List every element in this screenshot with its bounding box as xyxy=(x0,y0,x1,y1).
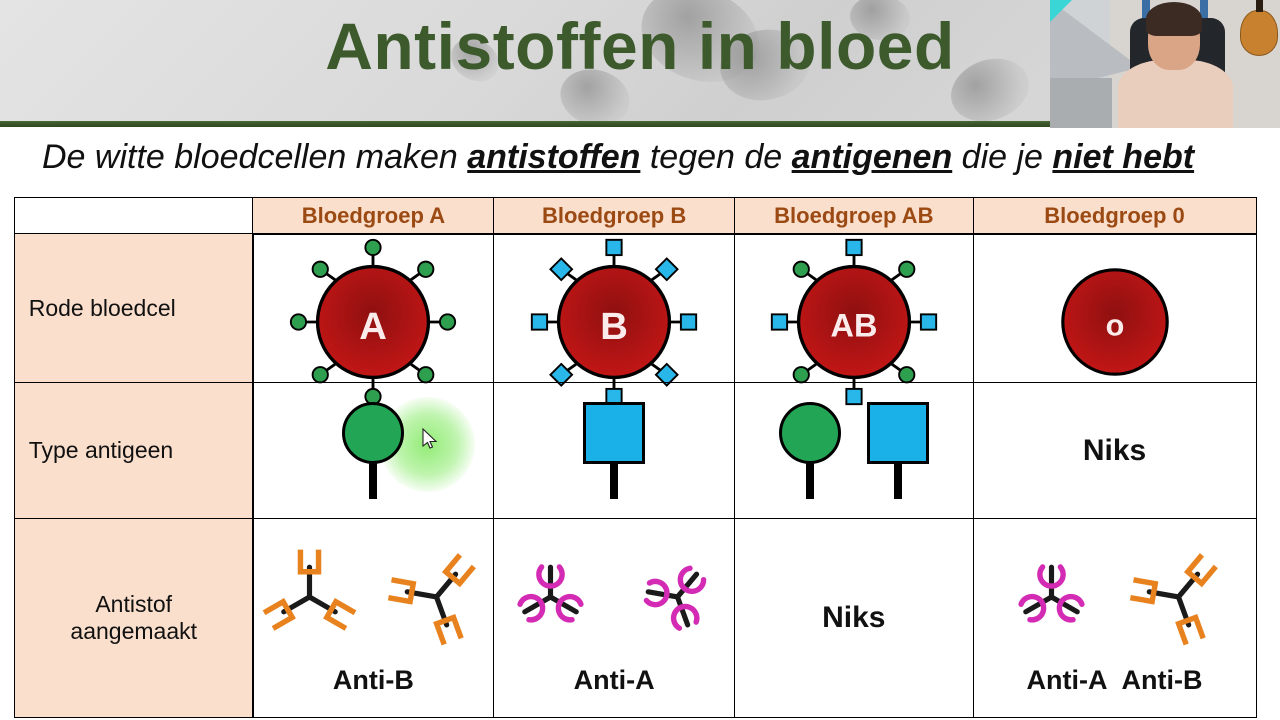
svg-text:o: o xyxy=(1105,309,1124,343)
svg-text:A: A xyxy=(360,306,388,349)
svg-text:B: B xyxy=(600,306,628,349)
svg-text:AB: AB xyxy=(830,308,877,344)
